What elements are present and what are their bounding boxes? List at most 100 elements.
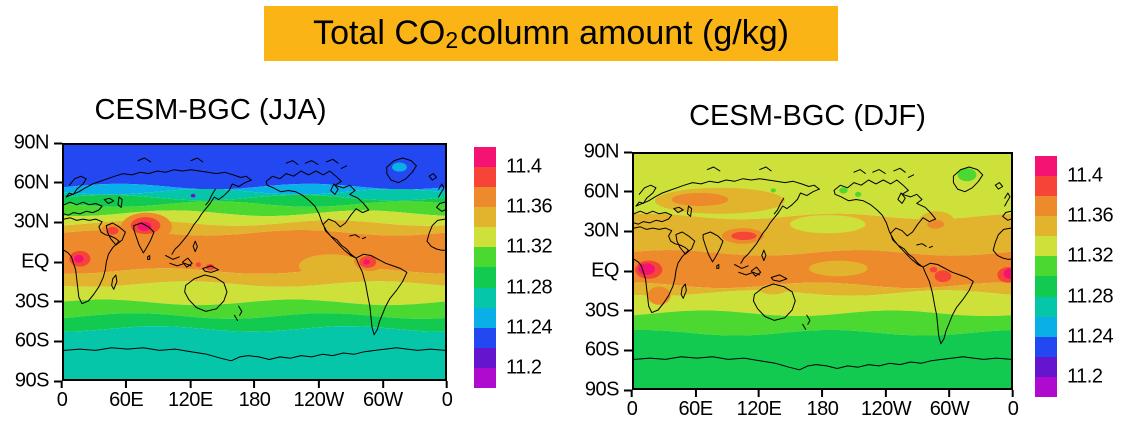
colorbar-cell <box>474 247 496 268</box>
coastlines <box>64 158 445 361</box>
lon-tick: 0 <box>1008 390 1019 421</box>
colorbar-cell <box>1035 236 1057 257</box>
lat-tick-mark <box>54 380 62 382</box>
lon-tick-mark <box>821 390 824 397</box>
colorbar-cell <box>474 307 496 328</box>
lat-tick: 90S <box>15 370 62 393</box>
lat-tick-mark <box>624 190 632 193</box>
panel-title-djf: CESM-BGC (DJF) <box>689 100 926 132</box>
lat-tick-label: 30S <box>584 299 620 322</box>
colorbar-cell <box>474 227 496 248</box>
lat-tick: 90S <box>585 379 632 402</box>
lat-tick: 60N <box>14 171 62 194</box>
lon-tick-label: 120W <box>293 389 345 411</box>
lon-tick-label: 60W <box>363 389 403 411</box>
lat-tick: 60S <box>15 330 62 353</box>
colorbar-cell <box>474 287 496 308</box>
lat-axis-jja: 90N 60N 30N EQ 30S 60S 90S <box>0 132 62 392</box>
figure-title-text: Total CO <box>313 14 446 52</box>
colorbar-cell <box>474 147 496 168</box>
lon-tick-label: 180 <box>238 389 271 411</box>
lon-tick-label: 120E <box>167 389 213 411</box>
lat-tick-label: 90N <box>13 131 50 154</box>
lat-tick-label: 90S <box>584 378 620 401</box>
lon-tick-mark <box>631 390 633 397</box>
colorbar-cell <box>1035 156 1057 177</box>
lon-tick-mark <box>317 381 320 388</box>
lon-tick-mark <box>125 381 128 388</box>
figure-title-text-suffix: column amount (g/kg) <box>460 14 789 52</box>
lon-tick: 60W <box>363 381 403 412</box>
colorbar-cell <box>474 187 496 208</box>
colorbar-label: 11.32 <box>506 235 553 258</box>
lat-tick-label: 90N <box>583 140 620 163</box>
lat-tick: 30N <box>14 211 62 234</box>
lon-tick: 60E <box>109 381 144 412</box>
lon-tick-mark <box>948 390 951 397</box>
lon-tick-mark <box>885 390 887 397</box>
lat-tick-label: 30N <box>13 210 50 233</box>
map-djf <box>632 152 1013 390</box>
lat-tick-mark <box>624 309 632 312</box>
lon-axis-jja: 0 60E 120E 180 120W 60W 0 <box>57 381 453 413</box>
panel-title-jja: CESM-BGC (JJA) <box>94 94 327 126</box>
map-djf-canvas <box>634 154 1011 388</box>
lat-tick: 30S <box>585 299 632 322</box>
lat-axis-djf: 90N 60N 30N EQ 30S 60S 90S <box>570 141 632 401</box>
contour-hotspots <box>635 168 1011 305</box>
lon-tick: 180 <box>239 381 271 412</box>
lon-tick-label: 180 <box>806 398 839 420</box>
lat-tick-mark <box>624 349 632 352</box>
lon-tick-label: 0 <box>56 389 68 411</box>
lon-tick: 0 <box>442 381 453 412</box>
lat-tick-label: 60N <box>13 171 50 194</box>
lon-tick-label: 120E <box>736 398 782 420</box>
lat-tick: EQ <box>21 251 62 274</box>
lon-tick-mark <box>758 390 760 397</box>
lon-tick-mark <box>1012 390 1014 397</box>
colorbar-cell <box>474 327 496 348</box>
colorbar-cell <box>1035 356 1057 377</box>
map-jja <box>62 143 447 381</box>
lat-tick-mark <box>624 389 632 391</box>
lat-tick: 90N <box>14 132 62 155</box>
lon-tick-label: 0 <box>1007 398 1019 420</box>
colorbar-label: 11.32 <box>1067 244 1114 267</box>
lon-tick-label: 60E <box>678 398 713 420</box>
lat-tick: 60S <box>585 339 632 362</box>
lat-tick: 30N <box>584 220 632 243</box>
lat-tick-mark <box>54 181 62 184</box>
colorbar-label: 11.24 <box>506 316 553 339</box>
lat-tick: EQ <box>591 260 632 283</box>
lon-tick-label: 60W <box>929 398 970 420</box>
colorbar-label: 11.28 <box>1067 285 1114 308</box>
colorbar-cell <box>1035 376 1057 397</box>
lon-tick-label: 60E <box>109 389 144 411</box>
colorbar-cell <box>1035 276 1057 297</box>
colorbar-cell <box>474 207 496 228</box>
lon-tick-label: 120W <box>860 398 912 420</box>
lat-tick-label: EQ <box>21 250 49 273</box>
lon-tick: 120E <box>737 390 782 421</box>
lon-axis-djf: 0 60E 120E 180 120W 60W 0 <box>627 390 1019 422</box>
colorbar-label: 11.4 <box>506 155 542 178</box>
colorbar-cell <box>1035 256 1057 277</box>
lat-tick-label: 60N <box>583 180 620 203</box>
coastlines <box>634 167 1011 370</box>
colorbar-cell <box>474 267 496 288</box>
contour-hotspots <box>69 162 407 278</box>
contour-bands <box>64 145 445 379</box>
colorbar-cell <box>1035 196 1057 217</box>
colorbar-label: 11.28 <box>506 276 553 299</box>
colorbar-cell <box>1035 176 1057 197</box>
colorbar-cell <box>474 367 496 388</box>
lat-tick-mark <box>54 340 62 343</box>
lat-tick-mark <box>54 261 62 263</box>
lat-tick-mark <box>624 270 632 272</box>
lat-tick-label: 60S <box>584 338 620 361</box>
lat-tick-mark <box>54 300 62 303</box>
colorbar-label: 11.24 <box>1067 325 1114 348</box>
colorbar-label: 11.2 <box>1067 365 1103 388</box>
lat-tick-label: 30N <box>583 219 620 242</box>
colorbar-label: 11.36 <box>506 195 553 218</box>
